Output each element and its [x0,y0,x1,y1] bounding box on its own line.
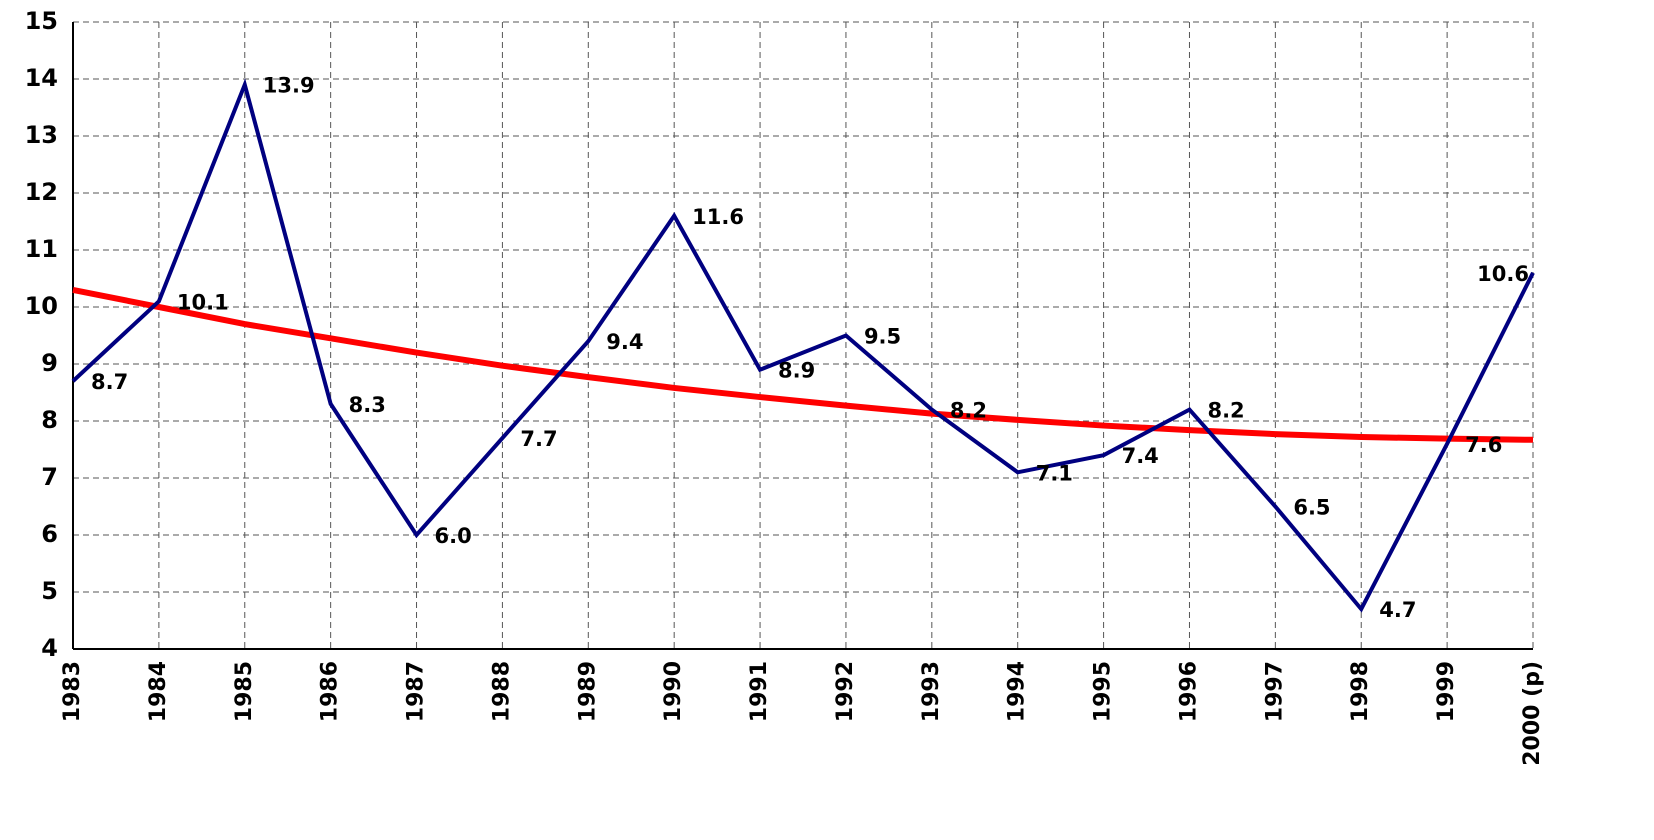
x-tick-label: 1992 [833,661,858,722]
y-tick-label: 12 [25,178,58,206]
x-tick-label: 1990 [661,661,686,722]
x-tick-label: 1998 [1348,661,1373,722]
x-tick-label: 1983 [60,661,85,722]
y-tick-label: 6 [41,520,58,548]
data-label: 7.4 [1122,444,1159,468]
data-label: 4.7 [1379,598,1416,622]
y-tick-label: 15 [25,7,58,35]
x-tick-label: 1987 [404,661,429,722]
data-label: 7.7 [520,427,557,451]
y-tick-label: 7 [41,463,58,491]
data-label: 13.9 [263,74,315,98]
x-tick-label: 1984 [146,661,171,722]
x-tick-label: 1993 [919,661,944,722]
y-tick-label: 13 [25,121,58,149]
data-label: 7.1 [1036,461,1073,485]
data-label: 8.3 [349,393,386,417]
data-label: 8.2 [950,399,987,423]
x-tick-label: 1995 [1091,661,1116,722]
data-label: 10.1 [177,290,229,314]
data-label: 8.2 [1207,399,1244,423]
x-tick-label: 1999 [1434,661,1459,722]
y-tick-label: 8 [41,406,58,434]
x-tick-label: 1991 [747,661,772,722]
data-label: 6.0 [435,524,472,548]
y-tick-label: 10 [25,292,58,320]
y-tick-label: 9 [41,349,58,377]
data-label: 7.6 [1465,433,1502,457]
y-tick-label: 14 [25,64,58,92]
data-label: 9.4 [606,330,643,354]
y-tick-label: 4 [41,634,58,662]
x-tick-label: 1988 [489,661,514,722]
data-label: 8.9 [778,359,815,383]
x-tick-label: 1994 [1005,661,1030,722]
data-label: 10.6 [1477,262,1529,286]
trend-line [72,286,1534,443]
data-label: 8.7 [91,370,128,394]
data-label: 6.5 [1293,496,1330,520]
data-label: 9.5 [864,325,901,349]
data-label: 11.6 [692,205,744,229]
x-tick-label: 2000 (p) [1520,661,1545,766]
x-tick-label: 1986 [318,661,343,722]
x-tick-label: 1989 [575,661,600,722]
x-tick-label: 1997 [1262,661,1287,722]
y-tick-label: 11 [25,235,58,263]
x-tick-label: 1985 [232,661,257,722]
y-tick-label: 5 [41,577,58,605]
data-line [71,78,1535,613]
x-tick-label: 1996 [1176,661,1201,722]
